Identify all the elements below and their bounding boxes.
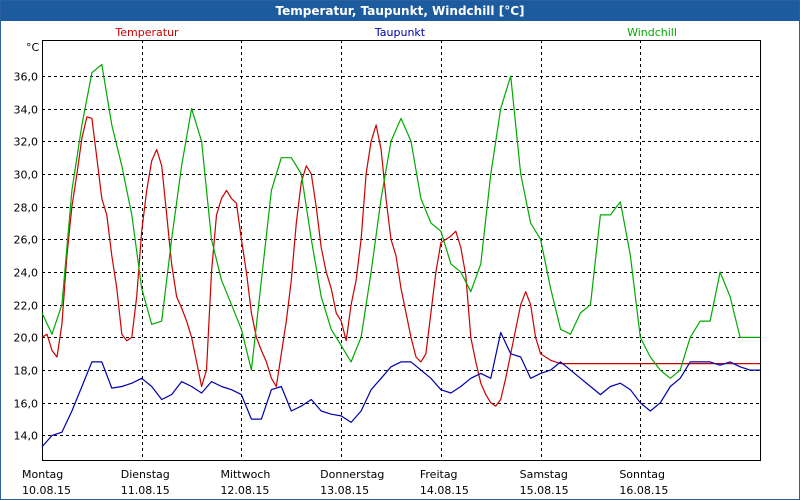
x-tick-day: Donnerstag [320, 468, 384, 481]
series-line-temperatur [41, 116, 760, 407]
legend: Temperatur Taupunkt Windchill [114, 26, 677, 39]
y-tick-label: 34,0 [14, 104, 39, 117]
plot-border [42, 40, 761, 461]
x-tick-date: 16.08.15 [619, 484, 668, 497]
x-axis-ticks: Montag 10.08.15 Dienstag 11.08.15 Mittwoch 12… [22, 468, 668, 497]
y-axis-label: °C [26, 41, 40, 54]
x-tick-day: Montag [22, 468, 63, 481]
x-tick-date: 15.08.15 [520, 484, 569, 497]
x-tick-date: 11.08.15 [121, 484, 170, 497]
y-tick-label: 28,0 [14, 202, 39, 215]
y-tick-label: 32,0 [14, 136, 39, 149]
window-title: Temperatur, Taupunkt, Windchill [°C] [1, 1, 799, 21]
y-tick-label: 14,0 [14, 430, 39, 443]
y-tick-label: 30,0 [14, 169, 39, 182]
series-line-windchill [41, 63, 760, 379]
x-tick-date: 13.08.15 [320, 484, 369, 497]
x-tick-day: Mittwoch [220, 468, 270, 481]
y-tick-label: 18,0 [14, 365, 39, 378]
x-tick-date: 10.08.15 [22, 484, 71, 497]
y-tick-label: 22,0 [14, 300, 39, 313]
series-line-taupunkt [41, 331, 760, 448]
plot-area [42, 40, 760, 460]
x-tick-day: Dienstag [121, 468, 170, 481]
y-tick-label: 24,0 [14, 267, 39, 280]
y-axis-ticks: 14,0 16,0 18,0 20,0 22,0 24,0 26,0 28,0 30,0 32,0… [14, 71, 39, 443]
x-tick-date: 12.08.15 [220, 484, 269, 497]
y-tick-label: 20,0 [14, 332, 39, 345]
series-lines [41, 63, 760, 448]
y-tick-label: 16,0 [14, 398, 39, 411]
legend-item-windchill: Windchill [627, 26, 677, 39]
y-tick-label: 26,0 [14, 234, 39, 247]
x-tick-date: 14.08.15 [420, 484, 469, 497]
y-tick-label: 36,0 [14, 71, 39, 84]
legend-item-temperatur: Temperatur [114, 26, 179, 39]
x-tick-day: Freitag [420, 468, 458, 481]
x-tick-day: Sonntag [619, 468, 665, 481]
x-tick-day: Samstag [520, 468, 568, 481]
legend-item-taupunkt: Taupunkt [374, 26, 426, 39]
